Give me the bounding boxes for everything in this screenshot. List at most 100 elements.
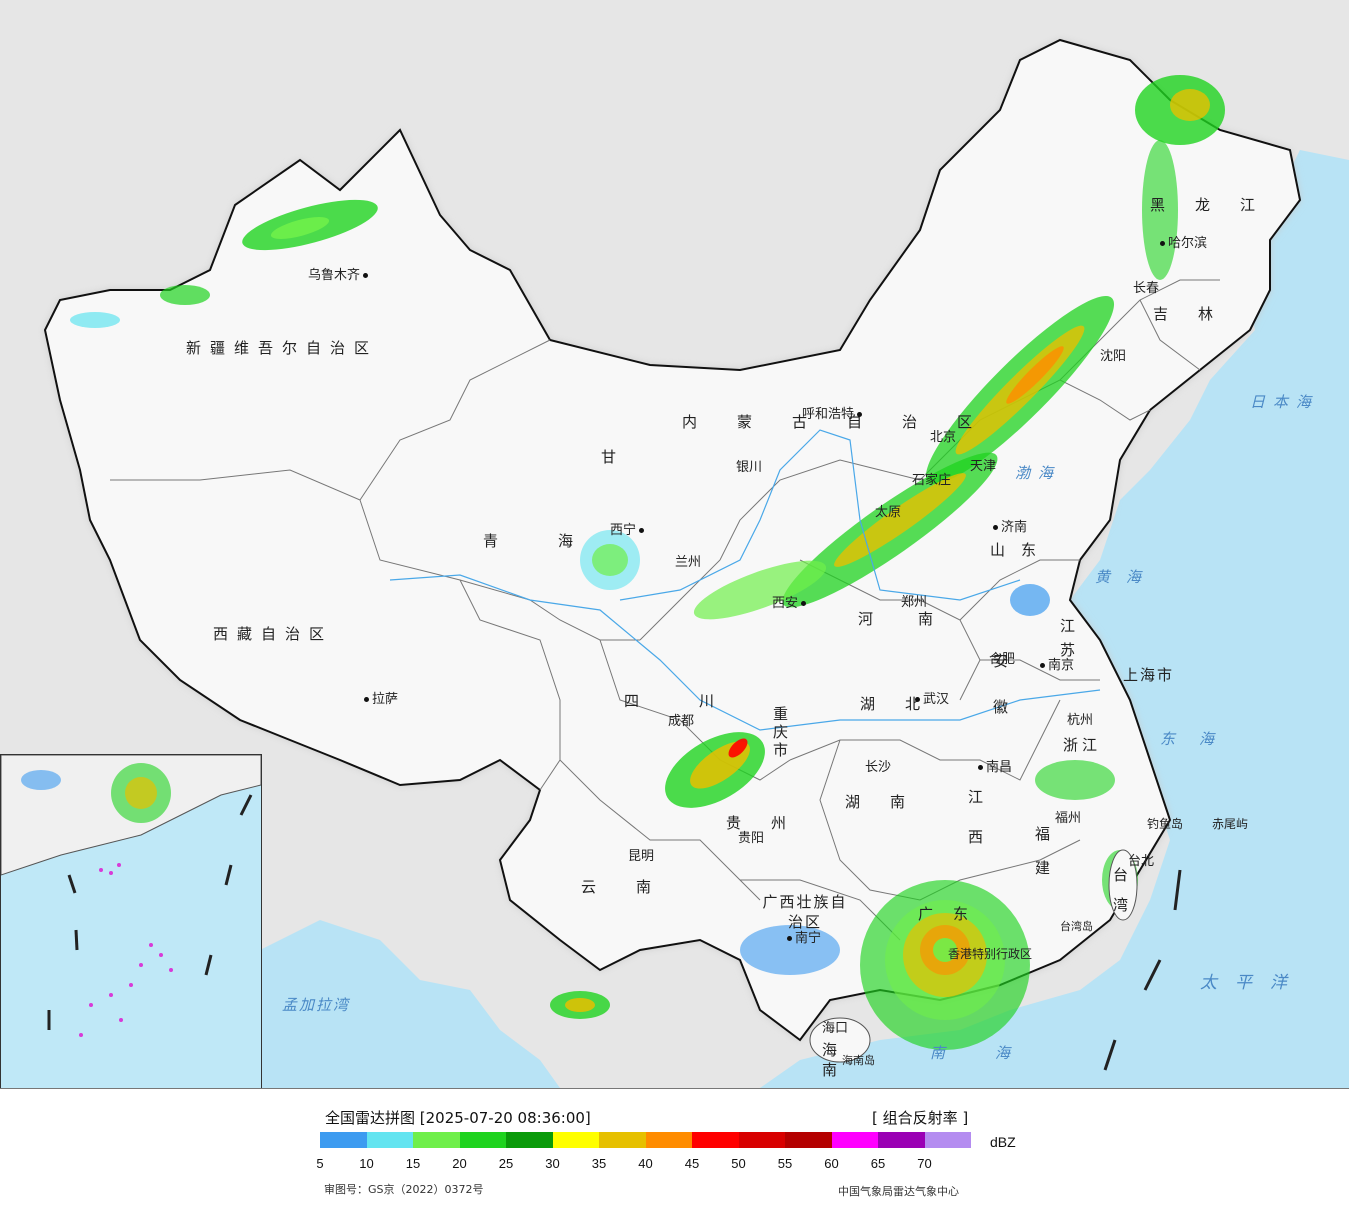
island-hainandao: 海南岛	[842, 1054, 875, 1067]
legend-panel: 全国雷达拼图 [2025-07-20 08:36:00] [ 组合反射率 ] d…	[0, 1088, 1349, 1209]
legend-title: 全国雷达拼图 [2025-07-20 08:36:00]	[325, 1109, 591, 1127]
region-guizhou: 贵州	[726, 814, 817, 832]
scale-swatch	[924, 1132, 971, 1148]
sea-nanhai: 南海	[930, 1044, 1061, 1062]
region-neimenggu: 内蒙古自治区	[682, 413, 1013, 431]
scale-swatch	[738, 1132, 785, 1148]
ocean	[760, 150, 1349, 1088]
scale-tick-label: 50	[731, 1156, 746, 1171]
scale-tick-label: 65	[870, 1156, 886, 1171]
scale-tick-label: 55	[777, 1156, 793, 1171]
city-changsha: 长沙	[865, 760, 892, 775]
scale-swatch	[552, 1132, 599, 1148]
sea-donghai: 东海	[1160, 730, 1239, 748]
bay-of-bengal	[260, 920, 560, 1088]
city-haerbin: 哈尔滨	[1160, 237, 1207, 250]
region-hunan: 湖南	[845, 793, 936, 811]
legend-unit: dBZ	[990, 1134, 1016, 1150]
region-taiwan: 台湾	[1113, 866, 1129, 914]
island-chiwei: 赤尾屿	[1212, 817, 1249, 831]
japan-sea	[1220, 300, 1349, 560]
scale-tick-label: 70	[917, 1156, 932, 1171]
city-shenyang: 沈阳	[1100, 349, 1127, 364]
city-yinchuan: 银川	[736, 460, 763, 475]
river	[389, 574, 1101, 731]
scale-tick-label: 5	[316, 1156, 324, 1171]
china-land	[43, 38, 1302, 1042]
city-xian: 西安	[772, 597, 807, 610]
city-guiyang: 贵阳	[738, 831, 765, 846]
region-jiangsu: 江苏	[1060, 617, 1076, 659]
city-taibei: 台北	[1128, 854, 1155, 869]
city-fuzhou: 福州	[1055, 811, 1082, 826]
region-anhui: 安徽	[993, 652, 1009, 716]
city-changchun: 长春	[1133, 281, 1160, 296]
region-xizang: 西藏自治区	[213, 625, 334, 643]
boundary-segments	[1103, 869, 1182, 1071]
city-taiyuan: 太原	[875, 505, 902, 520]
city-wuhan: 武汉	[915, 693, 949, 706]
city-kunming: 昆明	[628, 849, 655, 864]
region-gansu: 甘	[601, 448, 626, 466]
scale-swatch	[645, 1132, 692, 1148]
scale-swatch	[831, 1132, 878, 1148]
region-guangdong: 广东	[918, 905, 989, 923]
region-xinjiang: 新疆维吾尔自治区	[186, 339, 379, 357]
city-hangzhou: 杭州	[1067, 713, 1094, 728]
sea-huanghai: 黄海	[1095, 568, 1158, 586]
region-sichuan: 四川	[624, 692, 775, 710]
city-chengdu: 成都	[668, 714, 695, 729]
scale-swatch	[785, 1132, 832, 1148]
scale-tick-label: 10	[359, 1156, 374, 1171]
city-lanzhou: 兰州	[675, 555, 702, 570]
island-diaoyu: 钓鱼岛	[1147, 817, 1184, 831]
city-nanchang: 南昌	[978, 761, 1012, 774]
inset-canvas	[1, 755, 261, 1088]
city-nanjing: 南京	[1040, 659, 1074, 672]
region-qinghai: 青海	[483, 532, 634, 550]
hainan-island	[809, 1017, 871, 1063]
color-scale	[320, 1132, 971, 1148]
scale-tick-label: 25	[498, 1156, 514, 1171]
sea-bohai: 渤海	[1015, 464, 1062, 482]
scale-tick-label: 15	[405, 1156, 421, 1171]
approval-number: 审图号：GS京（2022）0372号	[324, 1183, 484, 1196]
region-henan: 河南	[858, 610, 979, 628]
city-hefei: 合肥	[989, 652, 1016, 667]
region-shanghai: 上海市	[1123, 666, 1175, 684]
label-hongkong: 香港特别行政区	[948, 947, 1033, 961]
region-yunnan: 云南	[581, 878, 692, 896]
scale-tick-label: 20	[452, 1156, 467, 1171]
scale-swatch	[599, 1132, 646, 1148]
region-hubei: 湖北	[860, 695, 951, 713]
region-guangxi: 广西壮族自治区	[762, 893, 848, 931]
city-beijing: 北京	[930, 430, 957, 445]
radar-map[interactable]: 新疆维吾尔自治区 西藏自治区 青海 甘 四川 云南 贵州 广西壮族自治区 广东 …	[0, 0, 1349, 1088]
scale-swatch	[413, 1132, 460, 1148]
scale-tick-label: 35	[591, 1156, 607, 1171]
legend-product: [ 组合反射率 ]	[872, 1109, 969, 1127]
south-china-sea-inset[interactable]	[0, 754, 262, 1088]
city-shijiazhuang: 石家庄	[912, 473, 952, 488]
scale-swatch	[320, 1132, 367, 1148]
city-urumqi: 乌鲁木齐	[308, 269, 369, 282]
city-haikou: 海口	[822, 1021, 849, 1036]
region-fujian: 福建	[1035, 825, 1051, 877]
sea-riben: 日本海	[1250, 393, 1320, 411]
scale-swatch	[459, 1132, 506, 1148]
taiwan-island	[1108, 849, 1138, 921]
sea-taipingyang: 太平洋	[1200, 973, 1305, 993]
city-tianjin: 天津	[970, 459, 997, 474]
scale-tick-label: 45	[684, 1156, 700, 1171]
sea-mengjialawan: 孟加拉湾	[282, 996, 351, 1014]
scale-tick-label: 30	[545, 1156, 560, 1171]
region-jiangxi: 江西	[968, 788, 984, 846]
region-zhejiang: 浙江	[1063, 736, 1102, 754]
scale-swatch	[366, 1132, 413, 1148]
region-hainan: 海南	[822, 1041, 838, 1079]
scale-swatch	[506, 1132, 553, 1148]
city-jinan: 济南	[993, 521, 1027, 534]
region-jilin: 吉林	[1153, 305, 1244, 323]
radar-echoes	[70, 75, 1225, 1050]
scale-tick-label: 60	[824, 1156, 839, 1171]
